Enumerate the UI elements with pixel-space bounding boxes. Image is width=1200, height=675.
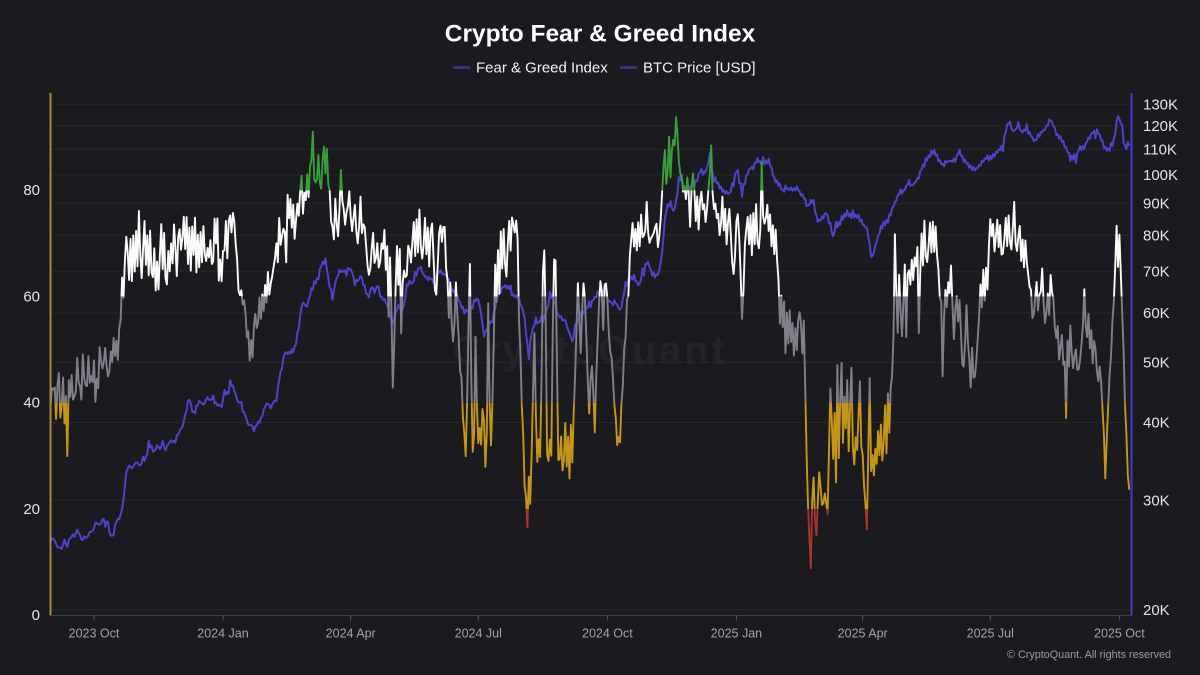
svg-text:60: 60 xyxy=(23,288,40,305)
svg-text:110K: 110K xyxy=(1143,141,1177,158)
svg-text:20: 20 xyxy=(23,501,40,518)
svg-text:2024 Jul: 2024 Jul xyxy=(455,627,502,641)
svg-text:2023 Oct: 2023 Oct xyxy=(69,627,120,641)
svg-text:50K: 50K xyxy=(1143,354,1170,371)
svg-text:2024 Jan: 2024 Jan xyxy=(197,627,248,641)
svg-text:© CryptoQuant. All rights rese: © CryptoQuant. All rights reserved xyxy=(1007,649,1171,661)
svg-text:120K: 120K xyxy=(1143,118,1178,135)
svg-text:2024 Apr: 2024 Apr xyxy=(326,627,376,641)
svg-text:2025 Jul: 2025 Jul xyxy=(967,627,1014,641)
svg-text:2024 Oct: 2024 Oct xyxy=(582,627,633,641)
svg-text:CryptoQuant: CryptoQuant xyxy=(452,329,727,373)
svg-text:2025 Apr: 2025 Apr xyxy=(838,627,888,641)
svg-text:40K: 40K xyxy=(1143,415,1170,432)
svg-text:100K: 100K xyxy=(1143,167,1178,184)
svg-text:Fear & Greed Index: Fear & Greed Index xyxy=(476,60,608,77)
svg-text:40: 40 xyxy=(23,395,40,412)
svg-text:70K: 70K xyxy=(1143,264,1170,281)
svg-text:90K: 90K xyxy=(1143,196,1170,213)
svg-text:0: 0 xyxy=(32,607,40,624)
svg-text:80: 80 xyxy=(23,182,40,199)
svg-text:60K: 60K xyxy=(1143,305,1170,322)
svg-text:130K: 130K xyxy=(1143,96,1178,113)
svg-text:30K: 30K xyxy=(1143,492,1170,509)
svg-text:BTC Price [USD]: BTC Price [USD] xyxy=(643,60,756,77)
svg-text:Crypto Fear & Greed Index: Crypto Fear & Greed Index xyxy=(445,21,756,48)
svg-text:20K: 20K xyxy=(1143,602,1170,619)
svg-text:2025 Oct: 2025 Oct xyxy=(1094,627,1145,641)
svg-text:2025 Jan: 2025 Jan xyxy=(711,627,762,641)
svg-text:80K: 80K xyxy=(1143,227,1170,244)
